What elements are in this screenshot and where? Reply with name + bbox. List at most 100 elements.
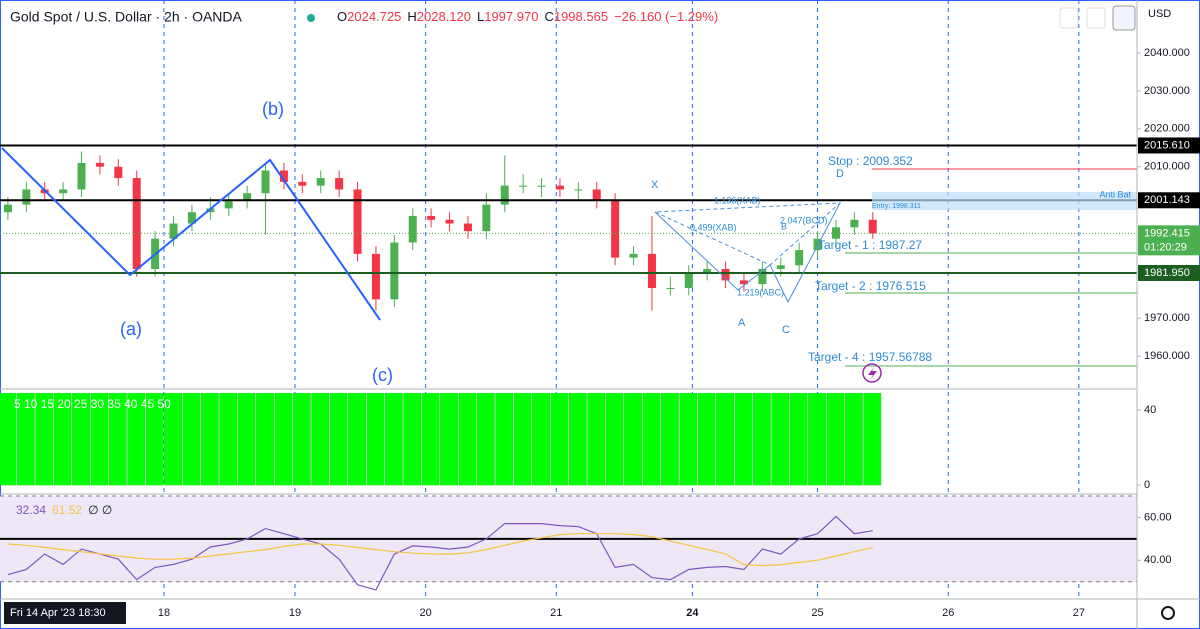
pattern-point: C: [782, 324, 790, 336]
candle-body: [684, 272, 693, 288]
price-label: 1981.950: [1144, 267, 1190, 279]
candle-body: [500, 185, 509, 205]
bar: [476, 392, 495, 486]
candle-body: [132, 178, 141, 270]
target-label: Target - 4 : 1957.56788: [808, 350, 932, 364]
bar: [219, 392, 238, 486]
x-tick-label: 20: [419, 607, 431, 619]
bar: [421, 392, 440, 486]
pattern-point: X: [651, 179, 659, 191]
ohlc-value: 1997.970: [484, 9, 538, 24]
bar: [752, 392, 771, 486]
last-price-box: [1138, 225, 1200, 256]
ohlc-key: O: [337, 9, 347, 24]
currency[interactable]: USD: [1148, 8, 1171, 20]
settings[interactable]: [1161, 606, 1175, 620]
x-tick-label: 27: [1073, 607, 1085, 619]
bar: [863, 392, 882, 486]
candle-body: [868, 219, 877, 234]
time-cursor: Fri 14 Apr '23 18:30: [10, 607, 106, 619]
price-label: 2001.143: [1144, 194, 1190, 206]
y-tick-label: 2010.000: [1144, 161, 1190, 173]
stop-label: Stop : 2009.352: [828, 154, 913, 168]
candle-body: [666, 287, 675, 289]
series-line: [7, 515, 873, 591]
ohlc-key: C: [544, 9, 553, 24]
pattern-ratio: 1.136(XAB): [714, 195, 761, 205]
bar: [403, 392, 422, 486]
y-tick-label: 2020.000: [1144, 123, 1190, 135]
candle-body: [95, 162, 104, 167]
pattern-ratio: 1.219(ABC): [737, 287, 784, 297]
candle-body: [169, 223, 178, 239]
candle-body: [3, 204, 12, 213]
legend-extra: ∅ ∅: [88, 503, 112, 517]
bar: [16, 392, 35, 486]
x-tick-label: 25: [811, 607, 823, 619]
candle-body: [482, 204, 491, 232]
pattern-point: D: [836, 168, 844, 180]
bar: [274, 392, 293, 486]
candle-body: [758, 269, 767, 285]
bar: [384, 392, 403, 486]
symbol-title: Gold Spot / U.S. Dollar · 2h · OANDA: [10, 9, 243, 25]
candle-body: [22, 189, 31, 205]
bar: [200, 392, 219, 486]
bar: [679, 392, 698, 486]
countdown: 01:20:29: [1144, 241, 1187, 253]
candle-body: [261, 170, 270, 194]
button[interactable]: [1059, 7, 1079, 29]
ohlc-value: 2028.120: [417, 9, 471, 24]
bar: [624, 392, 642, 486]
price-label: 2015.610: [1144, 139, 1190, 151]
price-label-box: [1138, 265, 1200, 282]
candle-body: [519, 185, 528, 187]
pattern-name: Anti Bat: [1099, 189, 1131, 199]
button[interactable]: [1086, 7, 1106, 29]
legend-entry: 32.34: [16, 503, 46, 517]
candle-body: [721, 269, 730, 281]
button[interactable]: [1112, 5, 1136, 31]
bar: [826, 392, 845, 486]
ohlc-value: 2024.725: [347, 9, 401, 24]
target-label: Target - 1 : 1987.27: [818, 238, 922, 252]
candle-body: [831, 227, 840, 239]
series-line: [7, 533, 873, 567]
candle-body: [427, 215, 436, 220]
candle-body: [316, 178, 325, 186]
time-cursor-box: [4, 602, 126, 624]
bar: [0, 392, 17, 486]
event-icon[interactable]: [862, 363, 882, 383]
x-tick-label: 18: [158, 607, 170, 619]
price-label-box: [1138, 192, 1200, 209]
pattern-point: A: [738, 317, 746, 329]
candle-body: [592, 189, 601, 201]
bar: [348, 392, 366, 486]
bar: [495, 392, 514, 486]
candle-body: [59, 189, 68, 194]
candle-body: [574, 189, 583, 191]
bar: [458, 392, 477, 486]
bar: [550, 392, 569, 486]
bar: [53, 392, 72, 486]
candle-body: [703, 269, 712, 273]
candle-body: [463, 223, 472, 232]
bar: [256, 392, 274, 486]
bar: [771, 392, 790, 486]
pattern-point: B: [781, 221, 787, 231]
candle-body: [647, 253, 656, 288]
y-tick-label: 0: [1144, 479, 1150, 491]
event-bolt: [868, 367, 877, 380]
ohlc-value: 1998.565: [554, 9, 608, 24]
bar: [734, 392, 753, 486]
bar: [237, 392, 256, 486]
candle-body: [187, 212, 196, 224]
bar: [532, 392, 550, 486]
x-tick-label: 24: [686, 607, 699, 619]
wave-label: (b): [262, 99, 284, 119]
y-tick-label: 60.00: [1144, 511, 1172, 523]
candle-body: [371, 253, 380, 300]
candle-body: [298, 181, 307, 186]
bar: [292, 392, 311, 486]
bar: [164, 392, 182, 486]
